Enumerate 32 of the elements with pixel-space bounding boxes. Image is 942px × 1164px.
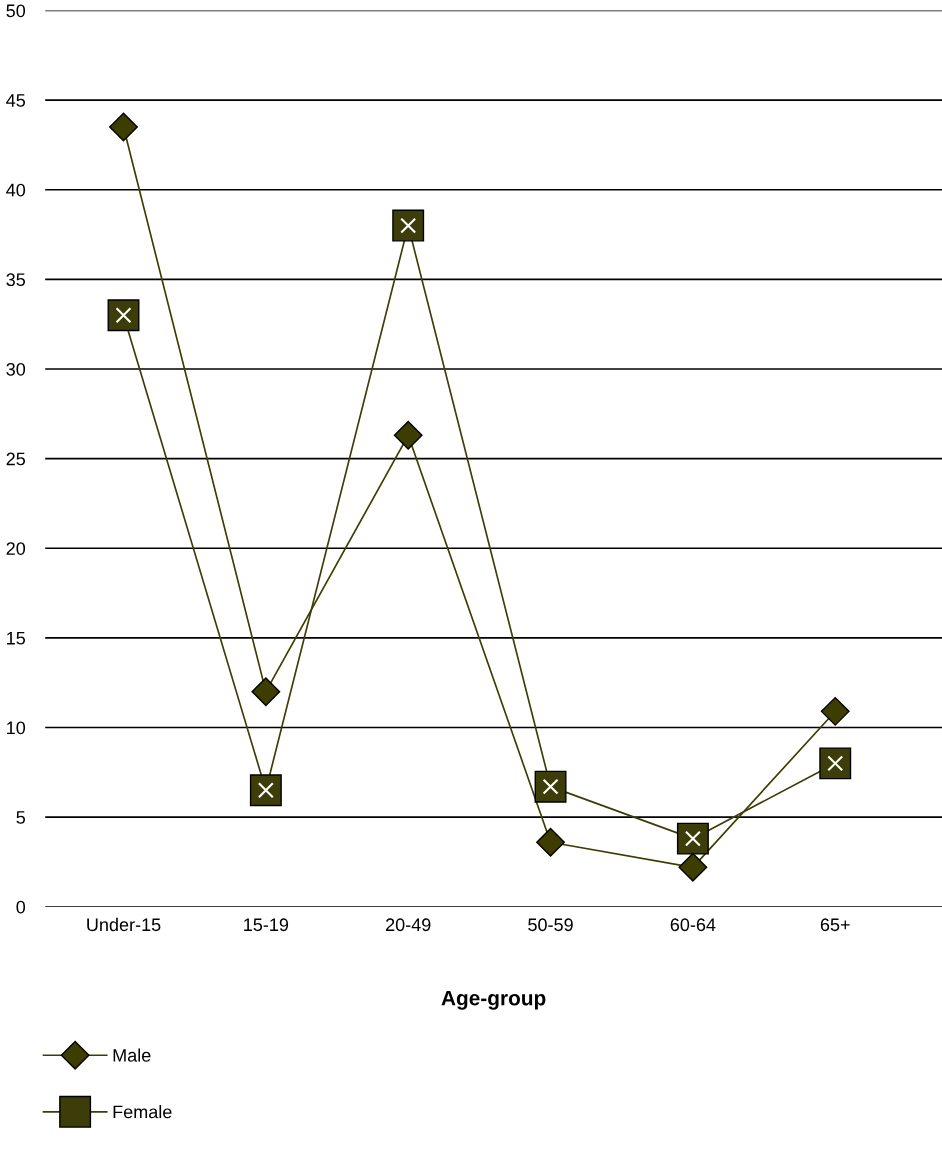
x-tick-label: 15-19: [244, 918, 289, 932]
y-tick-label: 45: [6, 94, 26, 107]
point: [249, 774, 282, 807]
point: [392, 209, 425, 242]
y-tick-label: 35: [6, 273, 26, 287]
point: [820, 696, 850, 726]
point: [393, 420, 423, 450]
y-tick-label: 40: [6, 183, 26, 197]
point: [109, 112, 138, 142]
point: [676, 822, 709, 855]
y-tick-label: 50: [6, 4, 26, 18]
y-tick-label: 0: [16, 900, 26, 914]
legend-label: Male: [113, 1048, 151, 1062]
point: [819, 747, 852, 780]
point: [107, 299, 140, 332]
x-tick-label: 20-49: [386, 918, 431, 932]
y-tick-label: 10: [7, 721, 26, 735]
x-tick-label: 60-64: [670, 918, 716, 932]
y-tick-label: 20: [6, 542, 26, 555]
y-tick-label: 5: [16, 811, 26, 824]
point: [251, 677, 281, 707]
x-axis-title: Age-group: [441, 990, 546, 1010]
x-tick-label: 65+: [820, 918, 850, 932]
x-tick-label: 50-59: [528, 918, 573, 932]
legend-label: Female: [113, 1105, 172, 1119]
point: [534, 770, 567, 803]
y-tick-label: 30: [6, 362, 26, 376]
x-tick-label: Under-15: [87, 917, 161, 932]
y-tick-label: 25: [6, 452, 26, 466]
point: [536, 827, 565, 857]
y-tick-label: 15: [7, 631, 26, 645]
point: [678, 852, 708, 882]
